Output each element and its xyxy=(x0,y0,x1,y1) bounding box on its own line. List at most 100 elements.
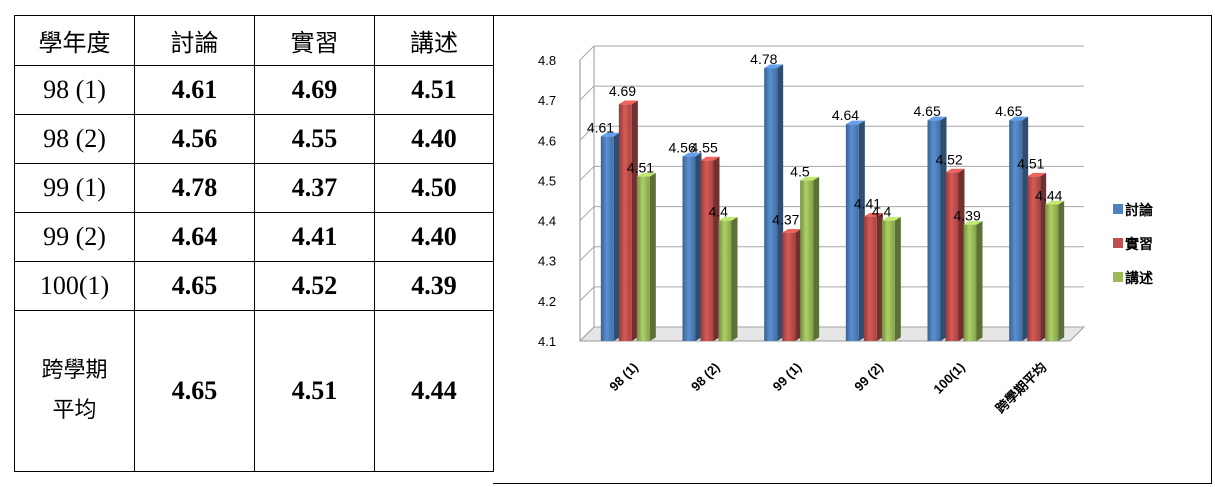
bar-chart: 4.1 4.2 4.3 4.4 4.5 4.6 4.7 4.8 4.61 4.56 4.78 4.64… xyxy=(538,45,1154,416)
gridline-side xyxy=(579,246,595,262)
table-cell: 4.78 xyxy=(134,163,255,213)
bar-side xyxy=(858,120,865,341)
table-cell: 4.61 xyxy=(134,65,255,115)
gridline-side xyxy=(579,45,595,61)
table-cell: 4.51 xyxy=(254,310,375,472)
bar-top xyxy=(845,120,865,125)
table-cell: 4.69 xyxy=(254,65,375,115)
table-cell: 4.51 xyxy=(374,65,494,115)
bar xyxy=(782,232,796,341)
bar-side xyxy=(795,229,802,341)
bar xyxy=(1027,176,1041,341)
header-cell-discussion: 討論 xyxy=(134,15,255,66)
table-cell: 4.40 xyxy=(374,114,494,164)
bar-top xyxy=(927,116,947,121)
bar-side xyxy=(976,220,983,341)
table-cell: 4.50 xyxy=(374,163,494,213)
bar-side xyxy=(876,212,883,341)
x-tick-label: 98 (2) xyxy=(688,360,723,395)
chart-panel: 4.1 4.2 4.3 4.4 4.5 4.6 4.7 4.8 4.61 4.56 4.78 4.64… xyxy=(493,15,1212,484)
data-label: 4.64 xyxy=(832,107,859,123)
data-label: 4.37 xyxy=(772,212,799,228)
bar-side xyxy=(813,176,820,341)
x-tick-label: 99 (2) xyxy=(851,360,886,395)
data-label: 4.44 xyxy=(1035,188,1062,204)
bar-top xyxy=(618,100,638,105)
header-cell-practice: 實習 xyxy=(254,15,375,66)
data-label: 4.51 xyxy=(627,159,654,175)
bar-top xyxy=(764,64,784,69)
header-cell-lecture: 講述 xyxy=(374,15,494,66)
data-label: 4.69 xyxy=(609,83,636,99)
gridline-side xyxy=(579,125,595,141)
data-label: 4.51 xyxy=(1017,155,1044,171)
x-tick-label: 98 (1) xyxy=(606,360,641,395)
bar xyxy=(881,220,895,341)
bar-top xyxy=(782,229,802,233)
data-label: 4.4 xyxy=(872,204,892,220)
bar-side xyxy=(731,216,738,341)
gridline-side xyxy=(579,326,595,342)
data-label: 4.5 xyxy=(790,163,810,179)
average-label-line2: 平均 xyxy=(52,398,97,423)
x-tick-label: 100(1) xyxy=(930,360,967,397)
data-label: 4.52 xyxy=(936,151,963,167)
bar xyxy=(963,224,977,341)
row-label: 99 (1) xyxy=(14,163,135,213)
y-tick-label: 4.5 xyxy=(538,173,556,188)
data-label: 4.55 xyxy=(691,139,718,155)
bar-top xyxy=(963,220,983,225)
bar xyxy=(636,176,650,341)
data-label: 4.4 xyxy=(709,204,729,220)
table-row: 100(1) 4.65 4.52 4.39 xyxy=(14,261,494,311)
gridline-side xyxy=(579,85,595,101)
legend-label: 講述 xyxy=(1125,270,1153,287)
bar-top xyxy=(636,172,656,177)
bar-side xyxy=(958,168,965,341)
row-label: 100(1) xyxy=(14,261,135,311)
y-tick-label: 4.7 xyxy=(538,93,556,108)
data-label: 4.65 xyxy=(995,103,1022,119)
bar-top xyxy=(600,132,620,137)
table-cell: 4.52 xyxy=(254,261,375,311)
table-row: 98 (1) 4.61 4.69 4.51 xyxy=(14,65,494,115)
bar-top xyxy=(718,216,738,221)
data-label: 4.65 xyxy=(914,103,941,119)
bar-top xyxy=(800,176,820,181)
bar-top xyxy=(1027,172,1047,177)
bar-side xyxy=(1058,200,1065,341)
bar xyxy=(863,216,877,341)
data-label: 4.78 xyxy=(750,51,777,67)
bar xyxy=(1009,120,1023,341)
bar xyxy=(700,160,714,341)
table-cell: 4.37 xyxy=(254,163,375,213)
data-table: 學年度 討論 實習 講述 98 (1) 4.61 4.69 4.51 98 (2… xyxy=(14,15,494,472)
bar xyxy=(718,220,732,341)
y-tick-label: 4.3 xyxy=(538,254,556,269)
bar xyxy=(945,172,959,341)
legend-swatch xyxy=(1113,238,1123,248)
bar-top xyxy=(881,216,901,221)
bar-side xyxy=(777,64,784,341)
bar xyxy=(682,156,696,341)
row-label: 98 (1) xyxy=(14,65,135,115)
data-label: 4.41 xyxy=(854,196,881,212)
table-average-row: 跨學期 平均 4.65 4.51 4.44 xyxy=(14,310,494,472)
table-cell: 4.39 xyxy=(374,261,494,311)
bar-side xyxy=(649,172,656,341)
bar-top xyxy=(682,152,702,157)
bar-side xyxy=(631,100,638,341)
average-label-line1: 跨學期 xyxy=(41,358,108,383)
table-row: 98 (2) 4.56 4.55 4.40 xyxy=(14,114,494,164)
table-row: 99 (1) 4.78 4.37 4.50 xyxy=(14,163,494,213)
y-tick-label: 4.2 xyxy=(538,294,556,309)
data-label: 4.56 xyxy=(669,139,696,155)
bar-top xyxy=(700,156,720,161)
data-table-wrapper: 學年度 討論 實習 講述 98 (1) 4.61 4.69 4.51 98 (2… xyxy=(14,15,494,484)
bar-side xyxy=(695,152,702,341)
y-tick-label: 4.4 xyxy=(538,214,556,229)
legend-label: 實習 xyxy=(1125,236,1153,253)
table-cell: 4.41 xyxy=(254,212,375,262)
bar-side xyxy=(940,116,947,341)
cropped-caption xyxy=(0,0,1215,14)
